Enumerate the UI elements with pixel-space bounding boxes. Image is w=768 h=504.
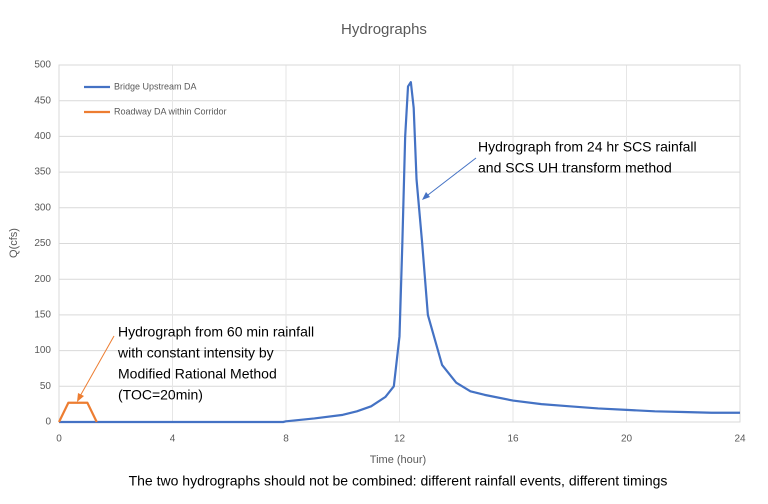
x-tick-label: 8 <box>283 434 289 445</box>
grid <box>58 64 741 423</box>
annotation: Modified Rational Method <box>118 366 277 382</box>
y-tick-label: 150 <box>34 310 51 321</box>
legend-label: Roadway DA within Corridor <box>114 106 227 116</box>
x-tick-label: 4 <box>170 434 176 445</box>
legend-label: Bridge Upstream DA <box>114 81 197 91</box>
y-tick-label: 350 <box>34 167 51 178</box>
x-tick-label: 0 <box>56 434 62 445</box>
y-axis-label: Q(cfs) <box>8 228 20 258</box>
series-line <box>58 401 98 423</box>
y-tick-label: 450 <box>34 95 51 106</box>
plot-border <box>58 64 741 423</box>
y-tick-label: 300 <box>34 202 51 213</box>
y-tick-label: 200 <box>34 274 51 285</box>
annotation: Hydrograph from 60 min rainfall <box>118 324 314 340</box>
annotation-arrow <box>423 157 477 199</box>
x-tick-label: 12 <box>394 434 406 445</box>
x-tick-label: 24 <box>734 434 746 445</box>
x-axis-label: Time (hour) <box>370 454 426 466</box>
arrow-head <box>77 393 84 402</box>
plot <box>58 81 740 424</box>
annotation: and SCS UH transform method <box>478 160 672 176</box>
x-tick-label: 20 <box>621 434 633 445</box>
series-line <box>59 81 740 424</box>
y-tick-label: 0 <box>45 417 51 428</box>
annotation: Hydrograph from 24 hr SCS rainfall <box>478 139 697 155</box>
chart-title: Hydrographs <box>341 21 427 38</box>
y-tick-label: 50 <box>40 381 52 392</box>
annotation-arrow <box>78 335 115 399</box>
y-tick-label: 400 <box>34 131 51 142</box>
y-tick-label: 250 <box>34 238 51 249</box>
annotation: with constant intensity by <box>117 345 274 361</box>
y-tick-label: 500 <box>34 60 51 71</box>
x-tick-label: 16 <box>507 434 519 445</box>
arrow-head <box>422 192 430 200</box>
caption: The two hydrographs should not be combin… <box>129 473 668 489</box>
y-tick-label: 100 <box>34 345 51 356</box>
annotation: (TOC=20min) <box>118 387 203 403</box>
